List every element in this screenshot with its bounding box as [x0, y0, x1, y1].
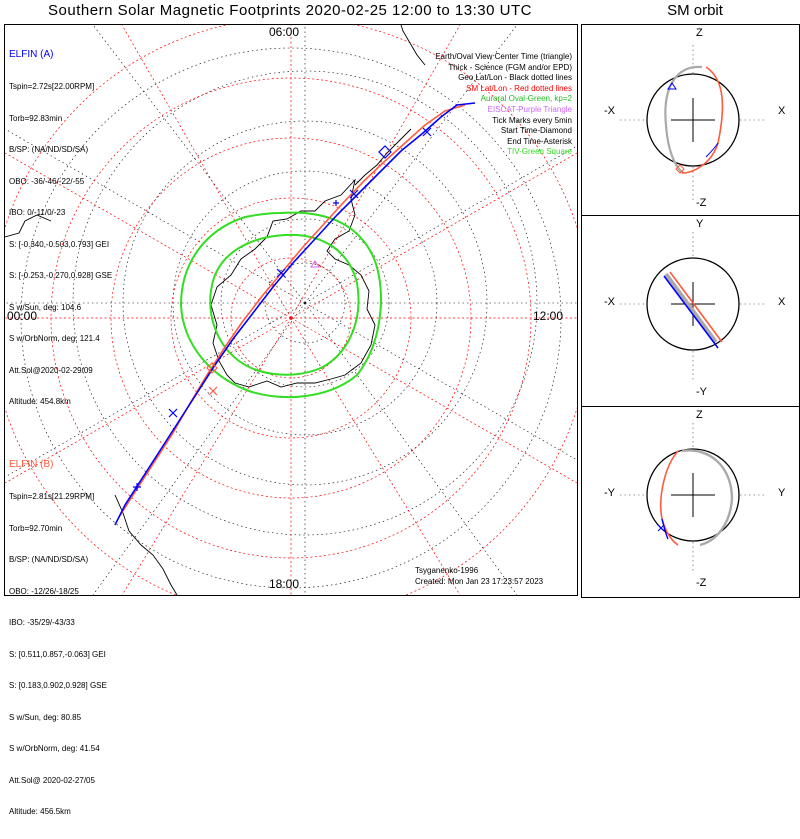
elfin-b-line: Torb=92.70min [9, 523, 63, 533]
axis-label-left: -X [604, 105, 615, 117]
elfin-a-line: S: [-0.340,-0.503,0.793] GEI [9, 239, 110, 249]
sm-orbit-xy-plot [620, 232, 766, 381]
legend-item: End Time-Asterisk [507, 136, 572, 146]
geo-longitude-grid [5, 25, 577, 595]
sm-orbit-b-yz [681, 449, 734, 547]
axis-label-right: X [778, 296, 786, 308]
credit-block: Tsyganenko-1996 Created: Mon Jan 23 17:2… [415, 565, 543, 587]
south-america-coastline [400, 25, 426, 66]
elfin-a-line: S w/Sun, deg: 104.6 [9, 302, 82, 312]
axis-label-top: Z [696, 27, 703, 39]
landmass-west [5, 214, 52, 238]
axis-label-left: -X [604, 296, 615, 308]
antarctica-coastline [210, 178, 376, 388]
sm-orbit-a-xz-blue [705, 142, 719, 158]
peninsula-coastline [354, 128, 412, 186]
sm-orbit-a-xz [681, 66, 724, 174]
sm-orbit-yz-panel: Z -Z -Y Y [581, 406, 800, 598]
axis-label-bottom: -Z [696, 197, 707, 209]
elfin-b-tick [208, 386, 218, 396]
elfin-b-line: S: [0.183,0.902,0.928] GSE [9, 681, 107, 690]
elfin-b-start-diamond [206, 362, 218, 374]
auroral-oval-inner [209, 233, 360, 376]
axis-label-bottom: -Y [696, 386, 707, 398]
elfin-a-line: Tspin=2.72s[22.00RPM] [9, 82, 95, 91]
elfin-b-info: ELFIN (B) Tspin=2.81s[21.29RPM] Torb=92.… [9, 438, 107, 839]
sm-orbit-a-xy-blue [663, 275, 719, 349]
elfin-a-line: Torb=92.83min [9, 113, 63, 123]
sm-end-marker [657, 524, 665, 532]
sm-longitude-grid [5, 25, 577, 595]
elfin-b-line: OBO: -12/26/-18/25 [9, 586, 79, 596]
elfin-a-line: Att.Sol@2020-02-29/09 [9, 365, 93, 375]
model-name: Tsyganenko-1996 [415, 566, 479, 575]
legend-item: Start Time-Diamond [500, 126, 572, 136]
auroral-oval-outer [179, 211, 382, 399]
elfin-a-line: S: [-0.253,-0.270,0.928] GSE [9, 271, 113, 280]
axis-label-top: Y [696, 218, 704, 230]
plot-title: Southern Solar Magnetic Footprints 2020-… [48, 2, 532, 19]
mlt-label-bottom: 18:00 [269, 577, 300, 591]
elfin-a-line: S w/OrbNorm, deg: 121.4 [9, 334, 100, 343]
elfin-a-line: B/SP: (NA/ND/SD/SA) [9, 145, 89, 154]
legend-item: Geo Lat/Lon - Black dotted lines [458, 73, 572, 83]
footprint-map-panel: ELFIN (A) Tspin=2.72s[22.00RPM] Torb=92.… [4, 24, 578, 816]
sm-orbit-b-xy [664, 272, 718, 344]
sm-orbit-a-xy [669, 271, 723, 343]
legend-item: Thick - Science (FGM and/or EPD) [448, 62, 572, 72]
legend-item: TIV-Green Square [507, 147, 572, 157]
elfin-b-line: Att.Sol@ 2020-02-27/05 [9, 775, 95, 785]
elfin-b-line: S w/OrbNorm, deg: 41.54 [9, 744, 100, 753]
elfin-a-line: IBO: 0/-11/0/-23 [9, 208, 66, 217]
sm-orbit-title: SM orbit [667, 2, 723, 19]
elfin-a-info: ELFIN (A) Tspin=2.72s[22.00RPM] Torb=92.… [9, 28, 112, 429]
elfin-b-line: IBO: -35/29/-43/33 [9, 618, 75, 627]
elfin-a-line: OBO: -36/-46/-22/-55 [9, 176, 85, 186]
sm-orbit-a-yz-blue [661, 518, 669, 540]
axis-label-right: X [778, 105, 786, 117]
mlt-label-right: 12:00 [533, 309, 564, 323]
created-timestamp: Created: Mon Jan 23 17:23:57 2023 [415, 577, 544, 586]
eiscat-triangle [310, 260, 320, 268]
mlt-label-top: 06:00 [269, 25, 300, 39]
axis-label-top: Z [696, 409, 703, 421]
legend-item: EISCAT-Purple Triangle [487, 104, 572, 114]
axis-label-left: -Y [604, 487, 615, 499]
sm-orbit-a-yz [659, 450, 679, 546]
legend-item: Earth/Oval View Center Time (triangle) [435, 52, 572, 61]
elfin-a-name: ELFIN (A) [9, 49, 54, 60]
elfin-b-line: S: [0.511,0.857,-0.063] GEI [9, 649, 106, 659]
mlt-label-left: 00:00 [7, 309, 38, 323]
elfin-a-track [114, 102, 476, 526]
axis-label-bottom: -Z [696, 577, 707, 589]
footprint-map [5, 25, 577, 595]
elfin-b-line: Tspin=2.81s[21.29RPM] [9, 492, 95, 501]
sm-eiscat-marker [667, 82, 677, 90]
south-america-tip [114, 494, 178, 595]
legend-item: Auroral Oval-Green, kp=2 [480, 94, 572, 104]
elfin-b-name: ELFIN (B) [9, 459, 54, 470]
elfin-a-line: Altitude: 454.8km [9, 397, 71, 406]
sm-orbit-b-xz [664, 65, 703, 175]
elfin-b-line: Altitude: 456.5km [9, 807, 71, 816]
legend-item: Tick Marks every 5min [492, 115, 572, 125]
sm-orbit-xy-panel: Y -Y -X X [581, 215, 800, 407]
sm-orbit-xz-plot [620, 45, 766, 201]
sm-orbit-yz-plot [620, 423, 766, 572]
map-legend: Earth/Oval View Center Time (triangle) T… [435, 52, 572, 158]
elfin-b-line: B/SP: (NA/ND/SD/SA) [9, 555, 89, 564]
sm-start-marker [675, 164, 685, 174]
elfin-b-line: S w/Sun, deg: 80.85 [9, 712, 82, 722]
sm-orbit-xz-panel: Z -Z -X X [581, 24, 800, 216]
legend-item: SM Lat/Lon - Red dotted lines [466, 83, 572, 93]
axis-label-right: Y [778, 487, 786, 499]
elfin-a-ticks [133, 127, 432, 491]
elfin-a-start-diamond [378, 145, 392, 159]
